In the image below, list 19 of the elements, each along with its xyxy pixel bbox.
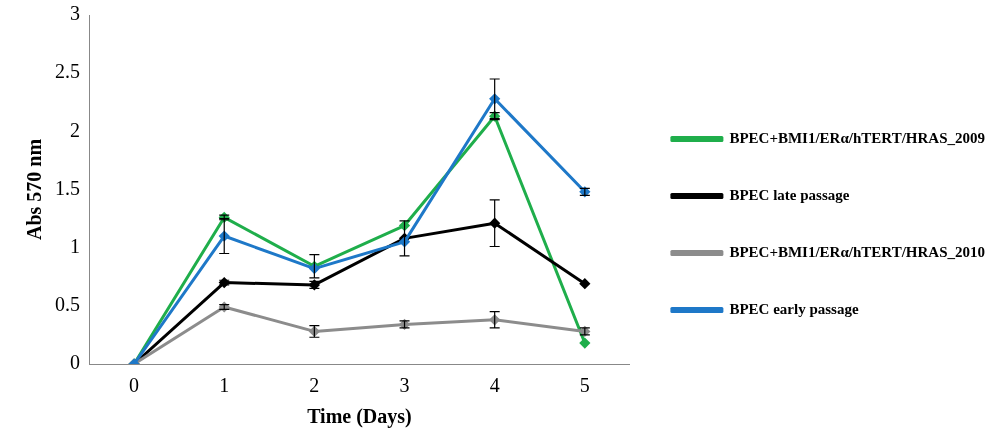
x-axis-title: Time (Days) [307, 405, 412, 429]
x-tick-label: 4 [489, 374, 500, 397]
x-tick-label: 1 [219, 374, 230, 397]
y-tick-label: 3 [70, 2, 80, 25]
y-tick-label: 2 [70, 118, 80, 141]
x-tick-label: 0 [129, 374, 140, 397]
y-axis-title: Abs 570 nm [23, 138, 46, 241]
legend-label: BPEC late passage [729, 186, 850, 203]
y-tick-label: 1.5 [55, 176, 80, 199]
y-tick-label: 1 [70, 234, 80, 257]
legend-label: BPEC early passage [729, 300, 859, 317]
legend-label: BPEC+BMI1/ERα/hTERT/HRAS_2010 [729, 243, 986, 260]
x-tick-label: 3 [399, 374, 410, 397]
y-tick-label: 0.5 [55, 293, 80, 316]
legend-label: BPEC+BMI1/ERα/hTERT/HRAS_2009 [729, 129, 986, 146]
x-tick-label: 5 [579, 374, 590, 397]
y-tick-label: 0 [70, 351, 80, 374]
y-tick-label: 2.5 [55, 60, 80, 83]
x-tick-label: 2 [309, 374, 320, 397]
